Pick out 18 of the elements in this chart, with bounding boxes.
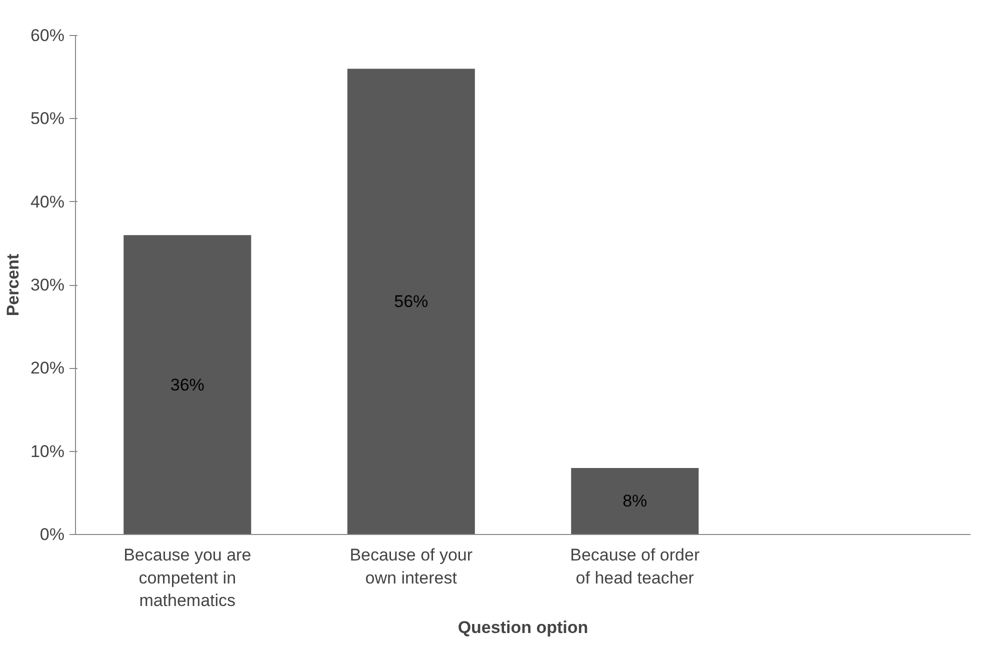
y-tick-label: 40% [30, 192, 65, 212]
x-tick-label: Because of your own interest [350, 546, 473, 588]
data-label: 56% [394, 292, 428, 312]
y-tick-label: 60% [30, 26, 65, 45]
y-tick-label: 10% [30, 442, 65, 461]
y-tick-label: 0% [40, 525, 65, 544]
bar [124, 235, 252, 534]
y-axis-title: Percent [3, 253, 22, 316]
bar [347, 68, 475, 534]
x-tick-label: Because of order of head teacher [570, 546, 700, 588]
data-label: 36% [170, 375, 204, 394]
y-tick-label: 20% [30, 358, 65, 378]
data-label: 8% [622, 492, 648, 511]
x-tick-label: Because you are competent in mathematics [124, 546, 252, 610]
y-tick-label: 50% [30, 109, 65, 128]
y-tick-label: 30% [30, 276, 65, 294]
x-axis-title: Question option [458, 618, 588, 638]
bar [571, 468, 699, 534]
